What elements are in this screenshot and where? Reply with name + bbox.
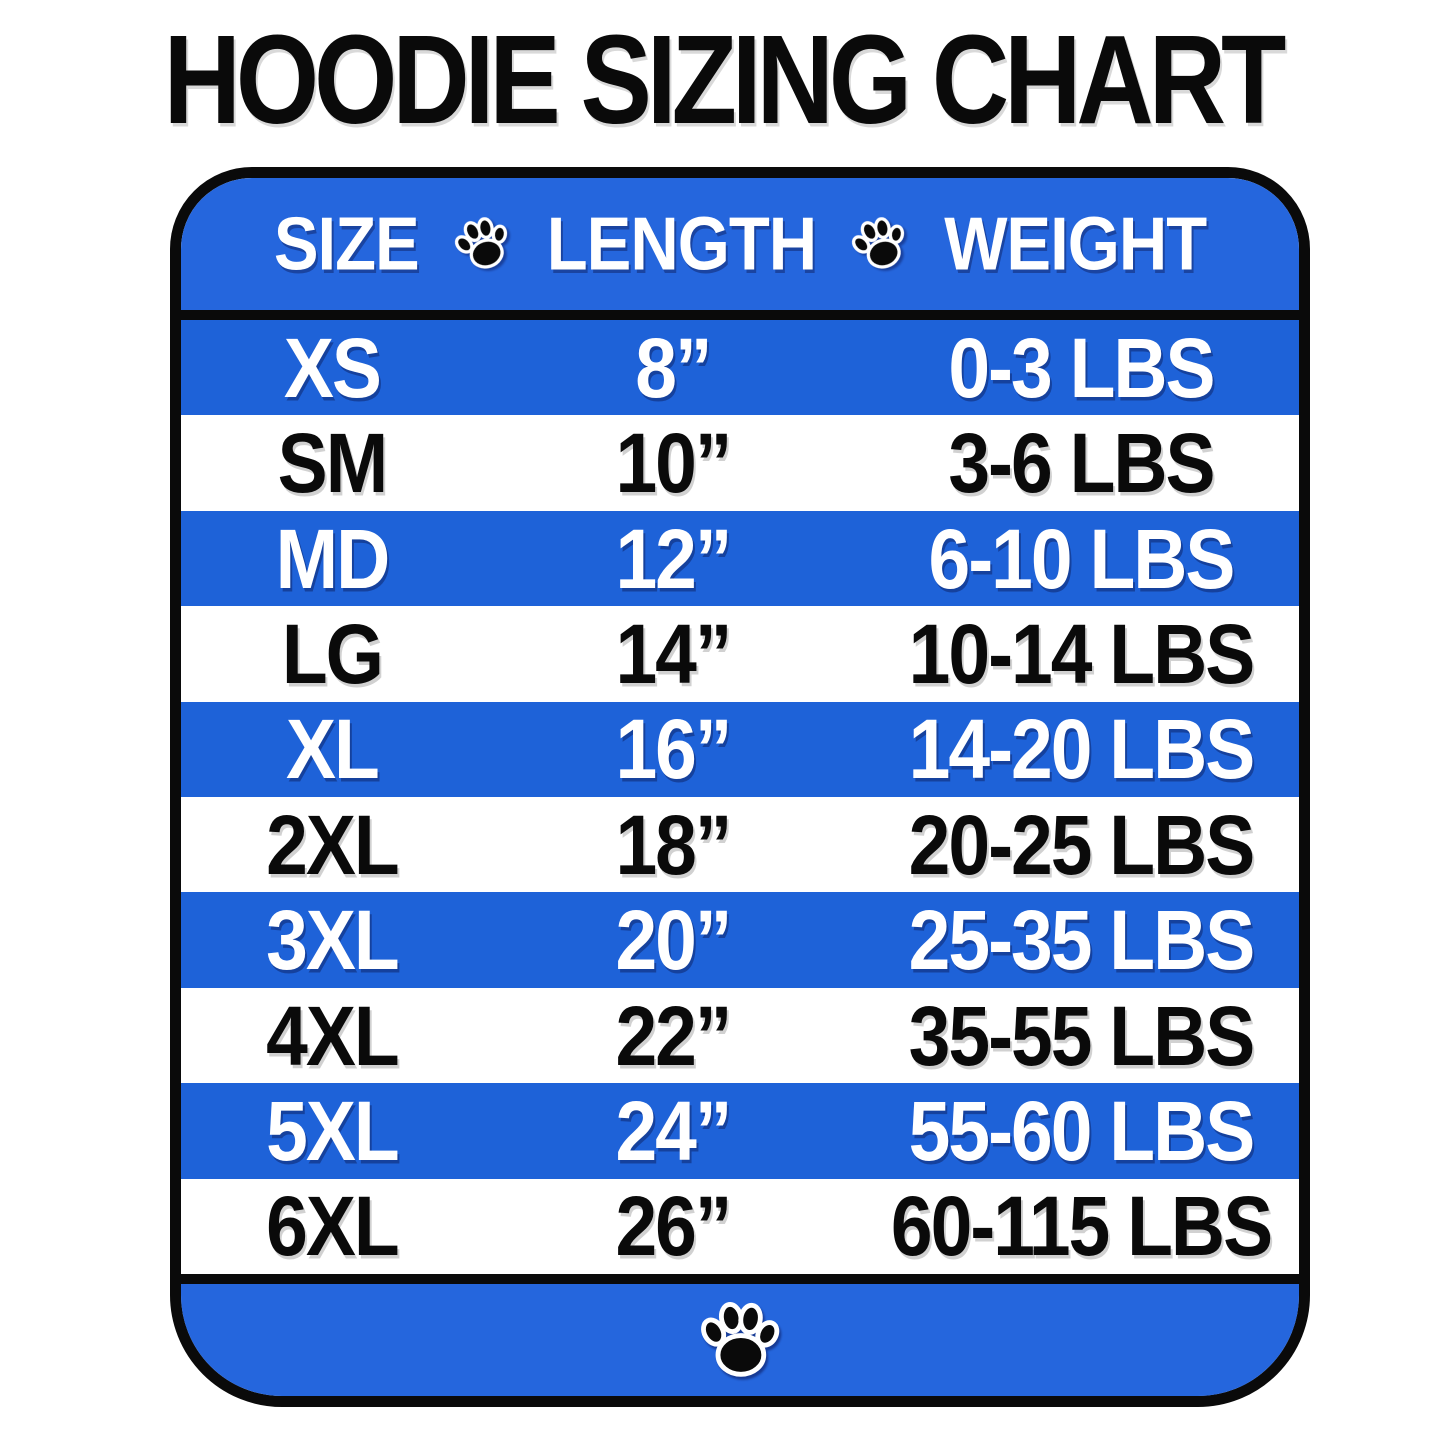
table-row: 4XL 22” 35-55 LBS xyxy=(181,987,1299,1084)
sizing-chart-card: SIZE LENGTH WEIGHT XS 8” 0-3 LBS SM 10” … xyxy=(170,167,1310,1407)
table-header-row: SIZE LENGTH WEIGHT xyxy=(181,178,1299,320)
length-cell: 24” xyxy=(615,1083,732,1178)
size-cell: XL xyxy=(286,702,380,797)
column-header-size: SIZE xyxy=(273,202,420,286)
length-cell: 8” xyxy=(635,320,712,415)
table-row: XL 16” 14-20 LBS xyxy=(181,701,1299,798)
page-title: HOODIE SIZING CHART xyxy=(163,8,1287,150)
weight-cell: 55-60 LBS xyxy=(908,1083,1256,1178)
size-cell: LG xyxy=(281,606,384,701)
length-cell: 26” xyxy=(615,1179,732,1274)
table-row: MD 12” 6-10 LBS xyxy=(181,510,1299,607)
size-cell: 3XL xyxy=(266,893,400,988)
weight-cell: 35-55 LBS xyxy=(908,988,1256,1083)
column-header-length: LENGTH xyxy=(546,202,817,286)
size-cell: 2XL xyxy=(266,797,400,892)
length-cell: 22” xyxy=(615,988,732,1083)
table-body: XS 8” 0-3 LBS SM 10” 3-6 LBS MD 12” 6-10… xyxy=(181,320,1299,1275)
size-cell: 4XL xyxy=(266,988,400,1083)
table-row: XS 8” 0-3 LBS xyxy=(181,320,1299,416)
weight-cell: 6-10 LBS xyxy=(928,511,1236,606)
length-cell: 20” xyxy=(615,893,732,988)
weight-cell: 3-6 LBS xyxy=(948,416,1215,511)
table-row: LG 14” 10-14 LBS xyxy=(181,606,1299,702)
length-cell: 12” xyxy=(615,511,732,606)
paw-icon xyxy=(446,209,518,277)
size-cell: 6XL xyxy=(266,1179,400,1274)
table-row: SM 10” 3-6 LBS xyxy=(181,415,1299,511)
paw-icon xyxy=(696,1296,784,1384)
weight-cell: 20-25 LBS xyxy=(908,797,1256,892)
size-cell: SM xyxy=(277,416,388,511)
length-cell: 18” xyxy=(615,797,732,892)
table-row: 3XL 20” 25-35 LBS xyxy=(181,892,1299,988)
table-row: 6XL 26” 60-115 LBS xyxy=(181,1178,1299,1275)
paw-icon xyxy=(844,209,916,277)
length-cell: 16” xyxy=(615,702,732,797)
weight-cell: 60-115 LBS xyxy=(890,1179,1273,1274)
size-cell: XS xyxy=(283,320,382,415)
length-cell: 10” xyxy=(615,416,732,511)
size-cell: MD xyxy=(275,511,391,606)
table-row: 2XL 18” 20-25 LBS xyxy=(181,797,1299,893)
table-footer xyxy=(181,1274,1299,1396)
column-header-weight: WEIGHT xyxy=(944,202,1207,286)
weight-cell: 25-35 LBS xyxy=(908,893,1256,988)
length-cell: 14” xyxy=(615,606,732,701)
weight-cell: 0-3 LBS xyxy=(948,320,1215,415)
weight-cell: 14-20 LBS xyxy=(908,702,1256,797)
size-cell: 5XL xyxy=(266,1083,400,1178)
table-row: 5XL 24” 55-60 LBS xyxy=(181,1083,1299,1179)
weight-cell: 10-14 LBS xyxy=(908,606,1256,701)
